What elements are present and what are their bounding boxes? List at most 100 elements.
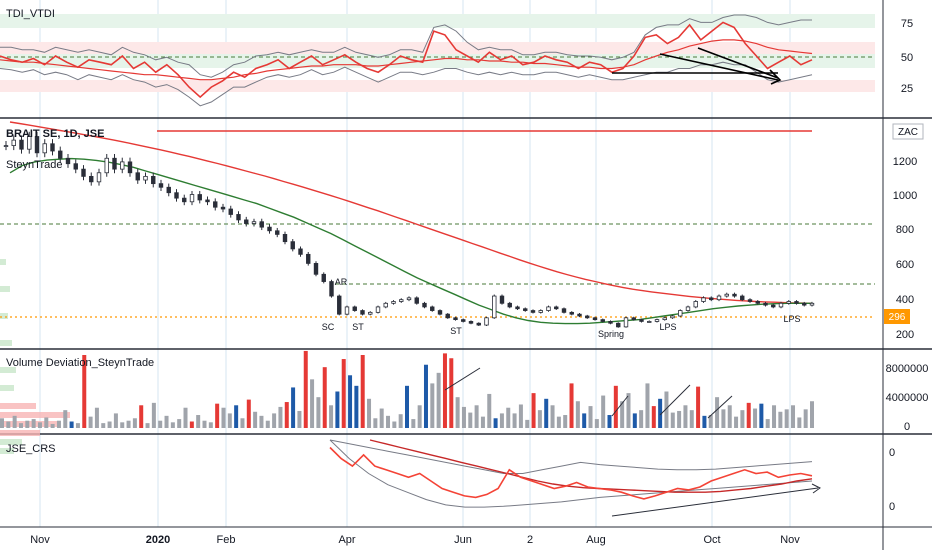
candle [290, 241, 295, 250]
candle [337, 295, 342, 315]
volume-bar [75, 423, 80, 428]
candle [437, 310, 443, 315]
volume-bar [341, 359, 346, 428]
volume-pane[interactable] [0, 350, 814, 428]
volume-bar [158, 420, 163, 428]
candle [538, 310, 543, 313]
volume-bar [499, 413, 504, 428]
wyckoff-label: Spring [598, 329, 624, 339]
volume-bar [18, 423, 23, 428]
price-y-tick: 200 [896, 329, 914, 341]
volume-bar [253, 411, 258, 428]
volume-bar [759, 403, 764, 428]
price-y-tick: 400 [896, 294, 914, 306]
volume-bar [512, 413, 517, 428]
last-price-badge: 296 [884, 309, 910, 324]
tdi-rsi-line [0, 21, 813, 99]
volume-bar [575, 401, 580, 428]
candle [360, 310, 365, 315]
volume-trend-arrow [611, 395, 629, 417]
candle [182, 197, 187, 203]
crs-lower-band [329, 439, 813, 508]
currency-badge[interactable]: ZAC [892, 123, 924, 140]
tdi-pane[interactable] [0, 14, 813, 107]
x-tick-label: Nov [30, 534, 50, 546]
volume-bar [765, 419, 770, 428]
volume-trend-arrow [707, 395, 733, 419]
candle [3, 145, 9, 147]
volume-bar [563, 415, 568, 428]
candle [174, 192, 179, 199]
volume-bar [69, 421, 74, 428]
volume-bar [696, 386, 701, 428]
volume-bar [177, 419, 182, 428]
crs-arrow-head [811, 483, 821, 494]
volume-bar [12, 415, 17, 428]
volume-bar [411, 419, 416, 428]
candle [275, 230, 280, 235]
volume-bar [582, 413, 587, 428]
axes: Nov 2020 Feb Apr Jun 2 Aug Oct Nov 75 50 25 1200 1000… [30, 18, 928, 546]
candle [701, 297, 706, 302]
volume-bar [132, 418, 137, 428]
volume-bar [677, 410, 682, 428]
candle [592, 317, 598, 321]
x-tick-label: Apr [338, 534, 355, 546]
candle [251, 221, 257, 224]
tdi-lower-band [0, 61, 813, 107]
candle [135, 172, 140, 181]
tdi-title: TDI_VTDI [6, 8, 55, 20]
candle [306, 253, 311, 264]
wyckoff-label: ST [352, 322, 364, 332]
sma-200-line [9, 121, 813, 304]
crs-pane[interactable] [329, 439, 821, 517]
volume-profile-bar [0, 259, 6, 265]
trend-arrow [659, 53, 779, 81]
candle [786, 301, 791, 304]
tdi-y-tick: 25 [901, 83, 913, 95]
candle [244, 219, 249, 224]
volume-bar [658, 398, 663, 428]
candle [236, 214, 241, 221]
volume-bar [740, 410, 745, 428]
volume-y-tick: 4000000 [886, 392, 929, 404]
candle [709, 297, 714, 301]
volume-bar [284, 402, 289, 428]
candle [600, 319, 605, 322]
candle [778, 302, 784, 308]
candle [670, 315, 675, 319]
candle [112, 157, 117, 170]
price-y-tick: 800 [896, 224, 914, 236]
candle [585, 315, 590, 319]
last-price-label: 296 [889, 312, 906, 323]
volume-bar [297, 410, 302, 428]
candle [267, 226, 272, 232]
volume-bar [215, 403, 220, 428]
volume-bar [88, 416, 93, 428]
price-pane[interactable]: AR SC ST ST Spring LPS LPS [0, 121, 875, 454]
volume-bar [25, 420, 30, 428]
volume-bar [316, 397, 321, 428]
candle [81, 168, 86, 177]
candle [42, 143, 47, 154]
volume-bar [139, 405, 144, 428]
volume-bar [303, 350, 308, 428]
candle [499, 295, 505, 304]
volume-bar [50, 423, 55, 428]
volume-bar [518, 404, 523, 428]
price-y-tick: 1000 [893, 190, 917, 202]
candle [228, 208, 233, 215]
volume-bar [461, 406, 466, 428]
volume-bar [810, 401, 814, 428]
volume-bar [569, 383, 574, 428]
volume-bar [227, 413, 232, 428]
volume-bar [791, 405, 796, 428]
candle [313, 263, 319, 275]
crs-upper-band [329, 439, 813, 474]
candle [127, 161, 133, 174]
price-subtitle: SteynTrade [6, 159, 62, 171]
volume-profile-bar [0, 421, 60, 427]
candle [282, 234, 288, 243]
